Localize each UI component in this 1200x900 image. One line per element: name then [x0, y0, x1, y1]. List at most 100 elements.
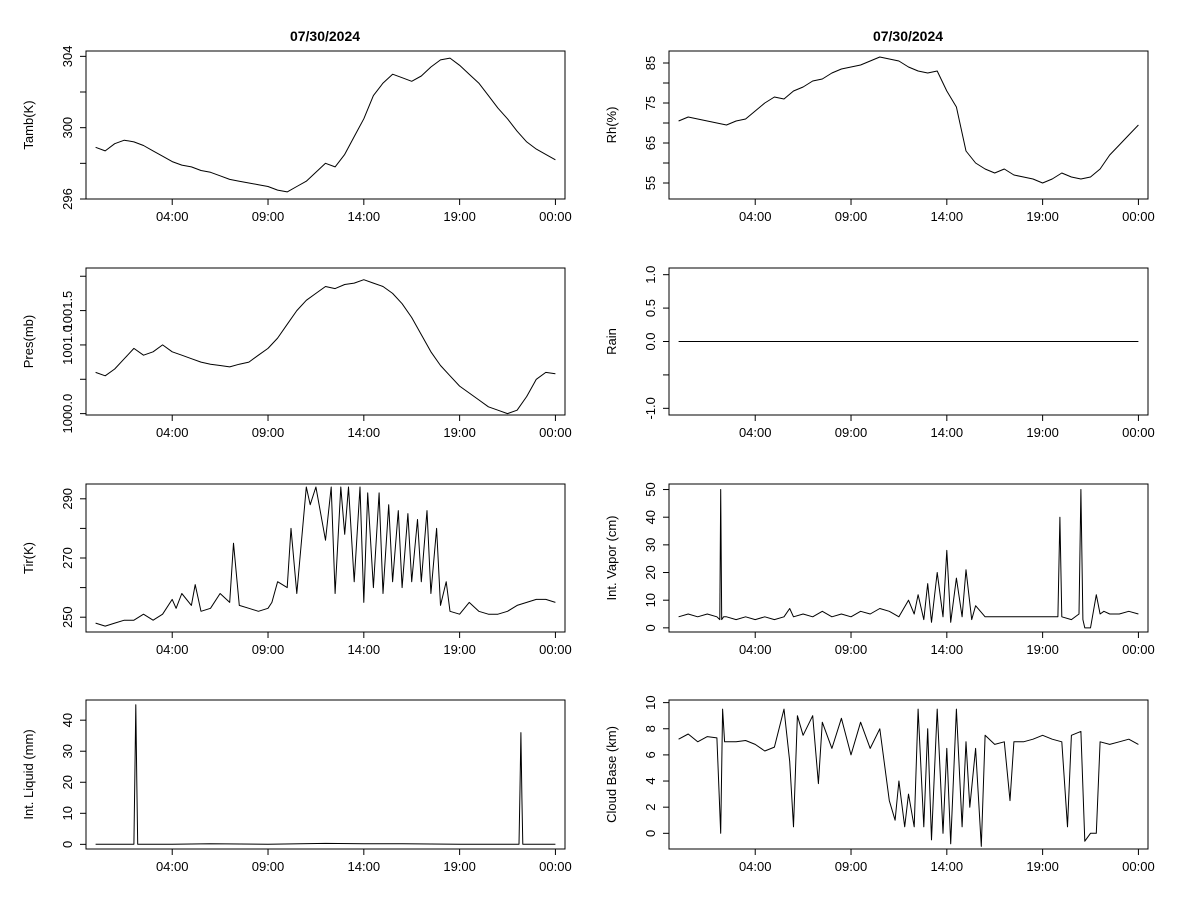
y-tick-label: -1.0	[643, 397, 658, 419]
chart-panel-8: 04:00 09:00 14:00 19:00 00:00 0 2 4 6 8 10 Cloud Ba…	[604, 695, 1155, 874]
y-tick-label: 290	[60, 488, 75, 510]
x-tick-label: 14:00	[348, 425, 381, 440]
x-tick-label: 09:00	[835, 642, 868, 657]
plot-frame	[668, 699, 1149, 850]
y-tick-label: 50	[643, 482, 658, 496]
chart-panel-2: 04:00 09:00 14:00 19:00 00:00 55 65 75 85 Rh(%)	[604, 50, 1155, 224]
y-axis-label: Tamb(K)	[21, 100, 36, 149]
x-tick-label: 04:00	[156, 859, 189, 874]
x-tick-label: 00:00	[1122, 425, 1155, 440]
chart-panel-4: 04:00 09:00 14:00 19:00 00:00 -1.0 0.0 0.5 1.0 Ra…	[604, 266, 1155, 440]
y-axis-label: Tir(K)	[21, 542, 36, 574]
x-tick-label: 09:00	[835, 209, 868, 224]
series-line	[678, 56, 1139, 184]
x-tick-label: 09:00	[835, 859, 868, 874]
x-tick-label: 14:00	[348, 209, 381, 224]
y-tick-label: 75	[643, 96, 658, 110]
y-tick-label: 40	[60, 713, 75, 727]
x-tick-label: 19:00	[1026, 859, 1059, 874]
y-tick-label: 6	[643, 751, 658, 758]
x-tick-label: 09:00	[835, 425, 868, 440]
series-line	[678, 489, 1139, 629]
x-tick-label: 04:00	[739, 859, 772, 874]
y-tick-label: 0	[643, 830, 658, 837]
x-tick-label: 19:00	[1026, 425, 1059, 440]
x-tick-label: 00:00	[1122, 859, 1155, 874]
y-tick-label: 296	[60, 188, 75, 210]
y-tick-label: 2	[643, 804, 658, 811]
y-tick-label: 10	[643, 695, 658, 709]
y-axis-label: Cloud Base (km)	[604, 726, 619, 823]
x-tick-label: 04:00	[156, 425, 189, 440]
x-tick-label: 14:00	[931, 425, 964, 440]
y-tick-label: 1.0	[643, 266, 658, 284]
left-column-title: 07/30/2024	[290, 28, 360, 44]
x-tick-label: 14:00	[931, 209, 964, 224]
y-tick-label: 10	[60, 806, 75, 820]
x-tick-label: 04:00	[739, 425, 772, 440]
chart-panel-6: 04:00 09:00 14:00 19:00 00:00 0 10 20 30 40 50 Int.…	[604, 482, 1155, 657]
x-tick-label: 19:00	[1026, 209, 1059, 224]
panels: 04:00 09:00 14:00 19:00 00:00296300304Tamb(K…	[21, 45, 1155, 874]
y-tick-label: 10	[643, 593, 658, 607]
plot-frame	[668, 50, 1149, 200]
x-tick-label: 19:00	[443, 425, 476, 440]
x-tick-label: 09:00	[252, 859, 285, 874]
right-column-title: 07/30/2024	[873, 28, 943, 44]
x-tick-label: 14:00	[348, 859, 381, 874]
x-tick-label: 00:00	[539, 859, 572, 874]
x-tick-label: 19:00	[1026, 642, 1059, 657]
y-tick-label: 65	[643, 136, 658, 150]
plot-frame	[85, 267, 566, 416]
y-axis-label: Pres(mb)	[21, 315, 36, 368]
series-line	[95, 279, 556, 415]
chart-panel-7: 04:00 09:00 14:00 19:00 00:00 0 10 20 30 40 Int. L…	[21, 699, 572, 874]
y-tick-label: 1001.5	[60, 291, 75, 331]
x-tick-label: 00:00	[539, 642, 572, 657]
plot-frame	[85, 699, 566, 850]
chart-panel-3: 04:00 09:00 14:00 19:00 00:00 1000.0 1001.5100…	[21, 267, 572, 440]
x-tick-label: 14:00	[931, 642, 964, 657]
y-tick-label: 0	[60, 841, 75, 848]
y-tick-label: 85	[643, 56, 658, 70]
y-tick-label: 30	[643, 538, 658, 552]
y-tick-label: 8	[643, 725, 658, 732]
x-tick-label: 09:00	[252, 425, 285, 440]
series-line	[678, 708, 1139, 847]
series-line	[95, 57, 556, 193]
y-tick-label: 20	[643, 565, 658, 579]
series-line	[95, 704, 556, 845]
x-tick-label: 00:00	[1122, 642, 1155, 657]
y-tick-label: 55	[643, 176, 658, 190]
y-tick-label: 40	[643, 510, 658, 524]
x-tick-label: 14:00	[348, 642, 381, 657]
y-axis-label: Rain	[604, 328, 619, 355]
chart-panel-1: 04:00 09:00 14:00 19:00 00:00 296 300 304 Tamb(K…	[21, 45, 572, 224]
plot-frame	[85, 50, 566, 200]
y-axis-label: Rh(%)	[604, 107, 619, 144]
y-tick-label: 30	[60, 744, 75, 758]
x-tick-label: 04:00	[739, 642, 772, 657]
y-tick-label: 0.5	[643, 299, 658, 317]
x-tick-label: 14:00	[931, 859, 964, 874]
y-tick-label: 1000.0	[60, 394, 75, 434]
y-tick-label: 4	[643, 777, 658, 784]
x-tick-label: 09:00	[252, 209, 285, 224]
x-tick-label: 19:00	[443, 859, 476, 874]
x-tick-label: 00:00	[1122, 209, 1155, 224]
y-tick-label: 1001.0	[60, 325, 75, 365]
y-tick-label: 0	[643, 624, 658, 631]
plot-frame	[668, 483, 1149, 633]
y-tick-label: 300	[60, 117, 75, 139]
y-tick-label: 20	[60, 775, 75, 789]
y-axis-label: Int. Vapor (cm)	[604, 515, 619, 600]
chart-panel-5: 04:00 09:00 14:00 19:00 00:00 250 270 290 Tir(K)	[21, 483, 572, 657]
y-tick-label: 0.0	[643, 332, 658, 350]
x-tick-label: 00:00	[539, 209, 572, 224]
y-tick-label: 250	[60, 606, 75, 628]
y-tick-label: 270	[60, 547, 75, 569]
y-tick-label: 304	[60, 45, 75, 67]
x-tick-label: 19:00	[443, 642, 476, 657]
